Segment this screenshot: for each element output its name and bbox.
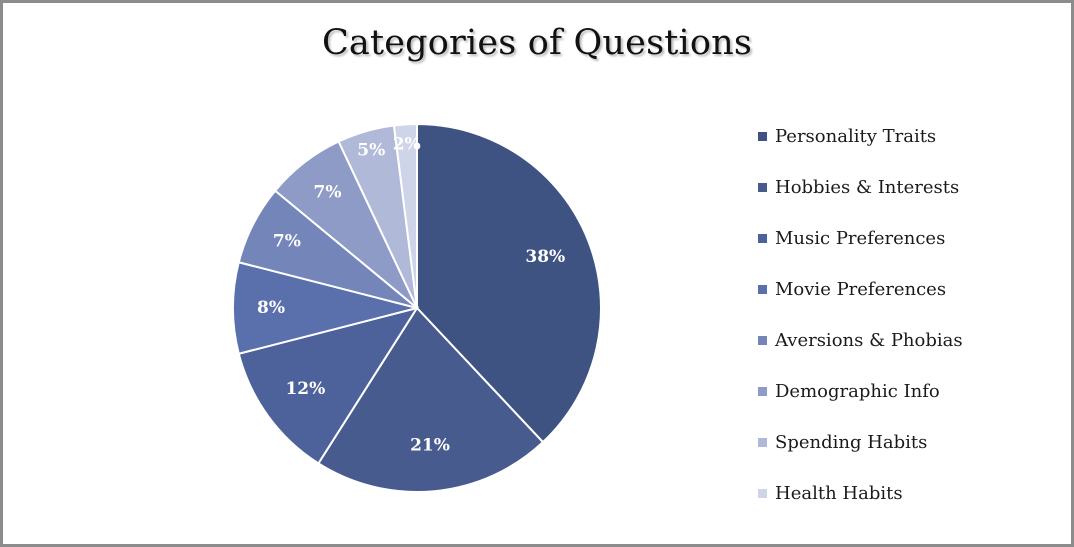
legend-swatch — [758, 132, 767, 141]
pie-slice-8 — [392, 122, 418, 309]
data-label-1: 38% — [525, 247, 565, 267]
pie-slice-1 — [416, 122, 602, 444]
legend-item: Demographic Info — [758, 366, 963, 417]
data-label-3: 12% — [285, 379, 325, 399]
legend-item: Music Preferences — [758, 213, 963, 264]
legend-swatch — [758, 489, 767, 498]
legend-swatch — [758, 285, 767, 294]
legend-swatch — [758, 234, 767, 243]
data-label-7: 5% — [357, 141, 385, 161]
pie-chart: 38% 21% 12% 8% 7% 7% 5% 2% — [232, 122, 602, 493]
legend-item: Movie Preferences — [758, 264, 963, 315]
legend-label: Health Habits — [775, 482, 903, 504]
chart-title: Categories of Questions — [321, 23, 753, 63]
legend-swatch — [758, 387, 767, 396]
legend-item: Health Habits — [758, 468, 963, 519]
legend-label: Music Preferences — [775, 227, 946, 249]
legend-label: Aversions & Phobias — [775, 329, 963, 351]
legend-label: Movie Preferences — [775, 278, 947, 300]
pie-slice-3 — [237, 306, 420, 465]
pie-slice-4 — [232, 261, 418, 355]
legend-swatch — [758, 438, 767, 447]
data-label-8: 2% — [393, 134, 421, 154]
legend-label: Spending Habits — [775, 431, 928, 453]
pie-slices — [232, 122, 602, 493]
legend-label: Hobbies & Interests — [775, 176, 960, 198]
legend-item: Hobbies & Interests — [758, 162, 963, 213]
legend-swatch — [758, 336, 767, 345]
data-label-2: 21% — [410, 435, 450, 455]
pie-data-labels: 38% 21% 12% 8% 7% 7% 5% 2% — [257, 134, 565, 455]
legend-label: Demographic Info — [775, 380, 940, 402]
data-label-4: 8% — [257, 298, 285, 318]
legend-item: Spending Habits — [758, 417, 963, 468]
data-label-5: 7% — [273, 232, 301, 252]
legend-label: Personality Traits — [775, 125, 937, 147]
legend-item: Personality Traits — [758, 111, 963, 162]
legend-item: Aversions & Phobias — [758, 315, 963, 366]
legend: Personality Traits Hobbies & Interests Mus… — [758, 111, 963, 519]
legend-swatch — [758, 183, 767, 192]
pie-slice-2 — [317, 306, 545, 493]
data-label-6: 7% — [314, 183, 342, 203]
